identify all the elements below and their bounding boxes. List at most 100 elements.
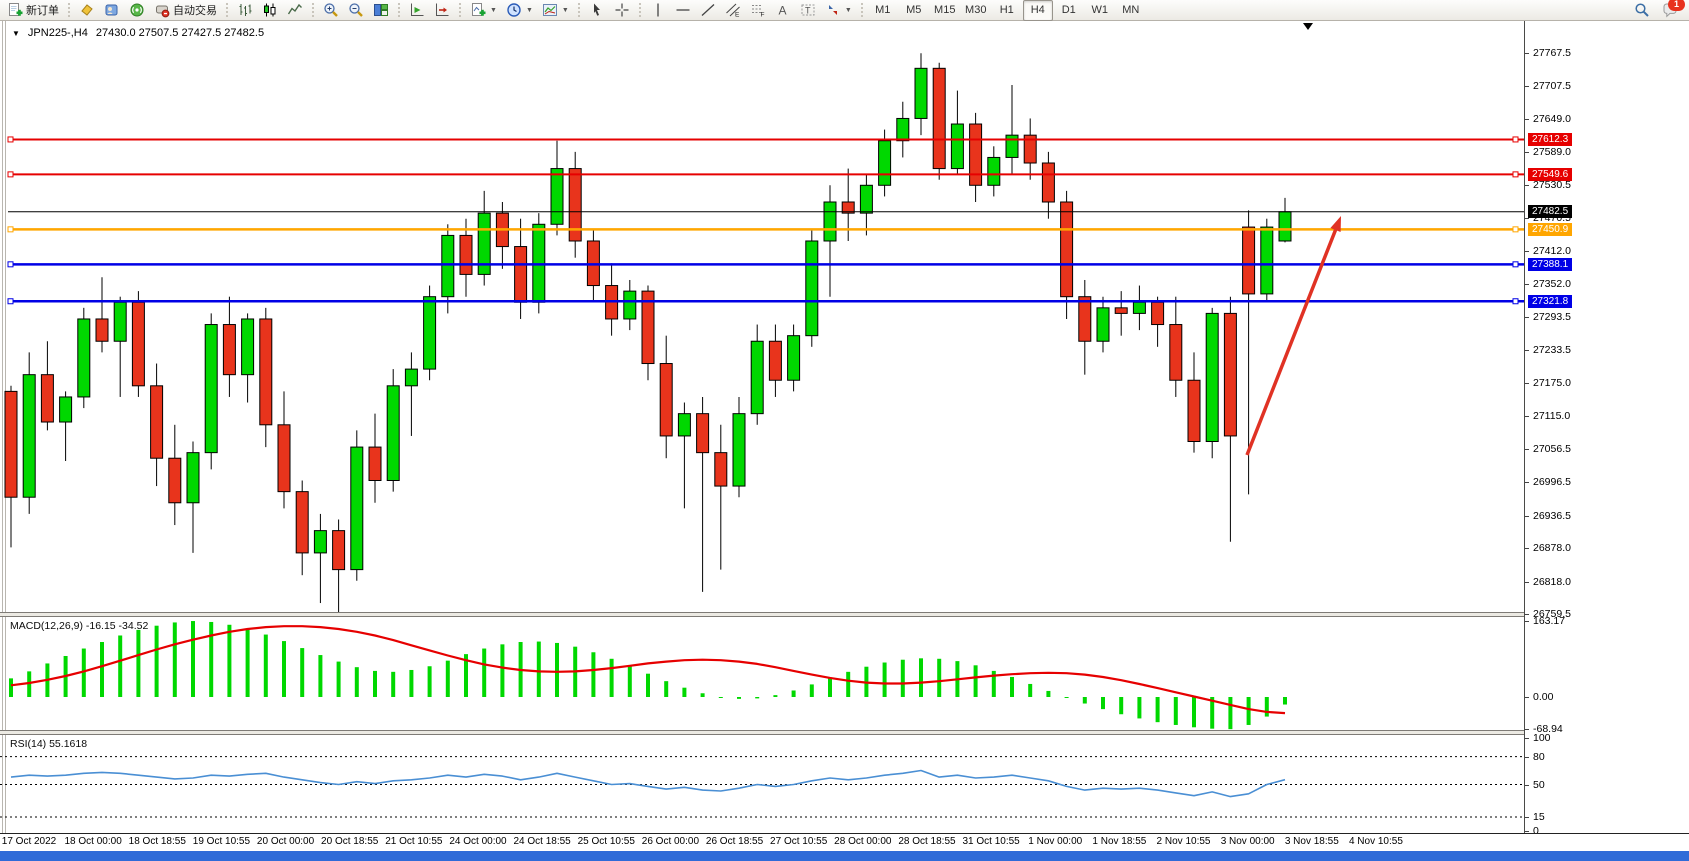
time-axis[interactable]: 17 Oct 2022 18 Oct 00:00 18 Oct 18:55 19 Oc… <box>0 833 1689 850</box>
price-level-badge: 27321.8 <box>1528 294 1573 308</box>
macd-histogram-bar <box>391 671 396 697</box>
zoom-out-icon <box>348 2 364 18</box>
new-order-label: 新订单 <box>26 5 59 17</box>
new-order-button[interactable]: 新订单 <box>3 0 63 21</box>
line-chart-button[interactable] <box>283 0 307 21</box>
price-tick: 27589.0 <box>1525 146 1571 158</box>
macd-histogram-bar <box>191 621 195 697</box>
autotrading-icon <box>154 2 170 18</box>
cursor-button[interactable] <box>585 0 609 21</box>
macd-histogram-bar <box>409 669 414 697</box>
macd-histogram-bar <box>1137 697 1142 719</box>
symbol-dropdown-icon[interactable]: ▼ <box>12 28 20 38</box>
text-label-icon: T <box>800 2 816 18</box>
candle-body <box>987 156 1001 186</box>
timeframe-label: H1 <box>999 4 1014 16</box>
chevron-down-icon: ▼ <box>490 6 497 14</box>
equidistant-channel-button[interactable]: E <box>721 0 745 21</box>
main-toolbar: 新订单 自动交易 <box>0 0 1689 21</box>
timeframe-m5-button[interactable]: M5 <box>899 0 929 21</box>
trendline-button[interactable] <box>696 0 720 21</box>
vertical-line-button[interactable] <box>646 0 670 21</box>
pane-divider[interactable] <box>0 730 1524 735</box>
rsi-line <box>10 769 1286 798</box>
arrows-button[interactable]: ▼ <box>821 0 856 21</box>
main-chart-pane[interactable] <box>0 21 1689 612</box>
price-tick: 27115.0 <box>1525 410 1570 422</box>
templates-button[interactable]: ▼ <box>538 0 573 21</box>
search-button[interactable] <box>1630 0 1654 21</box>
candle-body <box>59 396 73 423</box>
candlestick-chart-button[interactable] <box>258 0 282 21</box>
symbol-name: JPN225-,H4 <box>27 27 88 39</box>
candle-body <box>459 234 473 275</box>
tile-windows-button[interactable] <box>369 0 393 21</box>
timeframe-m1-button[interactable]: M1 <box>868 0 898 21</box>
macd-histogram-bar <box>1046 690 1051 697</box>
candle-body <box>1005 134 1019 158</box>
timeframe-mn-button[interactable]: MN <box>1116 0 1146 21</box>
candle-body <box>295 491 309 554</box>
indicators-button[interactable]: ▼ <box>466 0 501 21</box>
timeframe-label: M5 <box>906 4 922 16</box>
depth-of-market-button[interactable] <box>100 0 124 21</box>
chart-shift-button[interactable] <box>430 0 454 21</box>
candle-body <box>1205 312 1219 443</box>
toolbar-separator <box>636 2 643 18</box>
macd-histogram-bar <box>500 644 505 697</box>
candle-body <box>623 290 637 320</box>
time-tick-label: 26 Oct 00:00 <box>641 836 700 847</box>
time-tick-label: 21 Oct 10:55 <box>385 836 443 847</box>
shift-marker-icon[interactable] <box>1303 23 1313 30</box>
time-tick-label: 24 Oct 00:00 <box>449 836 507 847</box>
autotrading-button[interactable]: 自动交易 <box>150 0 221 21</box>
zoom-out-button[interactable] <box>344 0 368 21</box>
candle-body <box>1096 307 1110 342</box>
macd-histogram-bar <box>81 648 86 697</box>
macd-histogram-bar <box>1010 676 1014 697</box>
time-tick-label: 1 Nov 18:55 <box>1092 836 1147 847</box>
zoom-in-button[interactable] <box>319 0 343 21</box>
chart-title: ▼ JPN225-,H4 27430.0 27507.5 27427.5 274… <box>12 27 264 39</box>
crosshair-button[interactable] <box>610 0 634 21</box>
signal-icon <box>129 2 145 18</box>
candle-body <box>950 123 964 170</box>
line-chart-icon <box>287 2 303 18</box>
signals-button[interactable] <box>125 0 149 21</box>
price-tick: 27293.5 <box>1525 311 1571 323</box>
candle-body <box>404 368 418 387</box>
macd-histogram-bar <box>445 660 450 697</box>
macd-pane[interactable] <box>0 617 1689 730</box>
candle-body <box>823 201 837 242</box>
price-tick: 26818.0 <box>1525 576 1571 588</box>
timeframe-d1-button[interactable]: D1 <box>1054 0 1084 21</box>
horizontal-line-button[interactable] <box>671 0 695 21</box>
price-axis[interactable]: 27767.5 27707.5 27649.0 27589.0 27530.5 27470… <box>1524 21 1689 849</box>
cursor-icon <box>589 2 605 18</box>
pane-divider[interactable] <box>0 612 1524 617</box>
fibonacci-button[interactable]: F <box>746 0 770 21</box>
candle-body <box>350 446 364 571</box>
line-anchor <box>1512 226 1519 233</box>
timeframe-m15-button[interactable]: M15 <box>930 0 960 21</box>
toolbar-right: 1 <box>1630 0 1686 21</box>
timeframe-w1-button[interactable]: W1 <box>1085 0 1115 21</box>
window-left-edge[interactable] <box>0 21 7 849</box>
auto-scroll-button[interactable] <box>405 0 429 21</box>
notifications-button[interactable]: 1 <box>1658 0 1685 21</box>
periods-button[interactable]: ▼ <box>502 0 537 21</box>
candle-body <box>95 318 109 342</box>
macd-histogram-bar <box>1264 697 1269 717</box>
text-label-button[interactable]: T <box>796 0 820 21</box>
rsi-pane[interactable] <box>0 735 1689 833</box>
timeframe-h4-button[interactable]: H4 <box>1022 0 1053 21</box>
price-tag-button[interactable] <box>75 0 99 21</box>
macd-histogram-bar <box>154 625 159 697</box>
macd-histogram-bar <box>172 622 177 697</box>
bar-chart-button[interactable] <box>233 0 257 21</box>
text-button[interactable]: A <box>771 0 795 21</box>
candle-body <box>313 530 327 554</box>
timeframe-m30-button[interactable]: M30 <box>961 0 991 21</box>
timeframe-h1-button[interactable]: H1 <box>992 0 1022 21</box>
macd-histogram-bar <box>664 681 669 697</box>
